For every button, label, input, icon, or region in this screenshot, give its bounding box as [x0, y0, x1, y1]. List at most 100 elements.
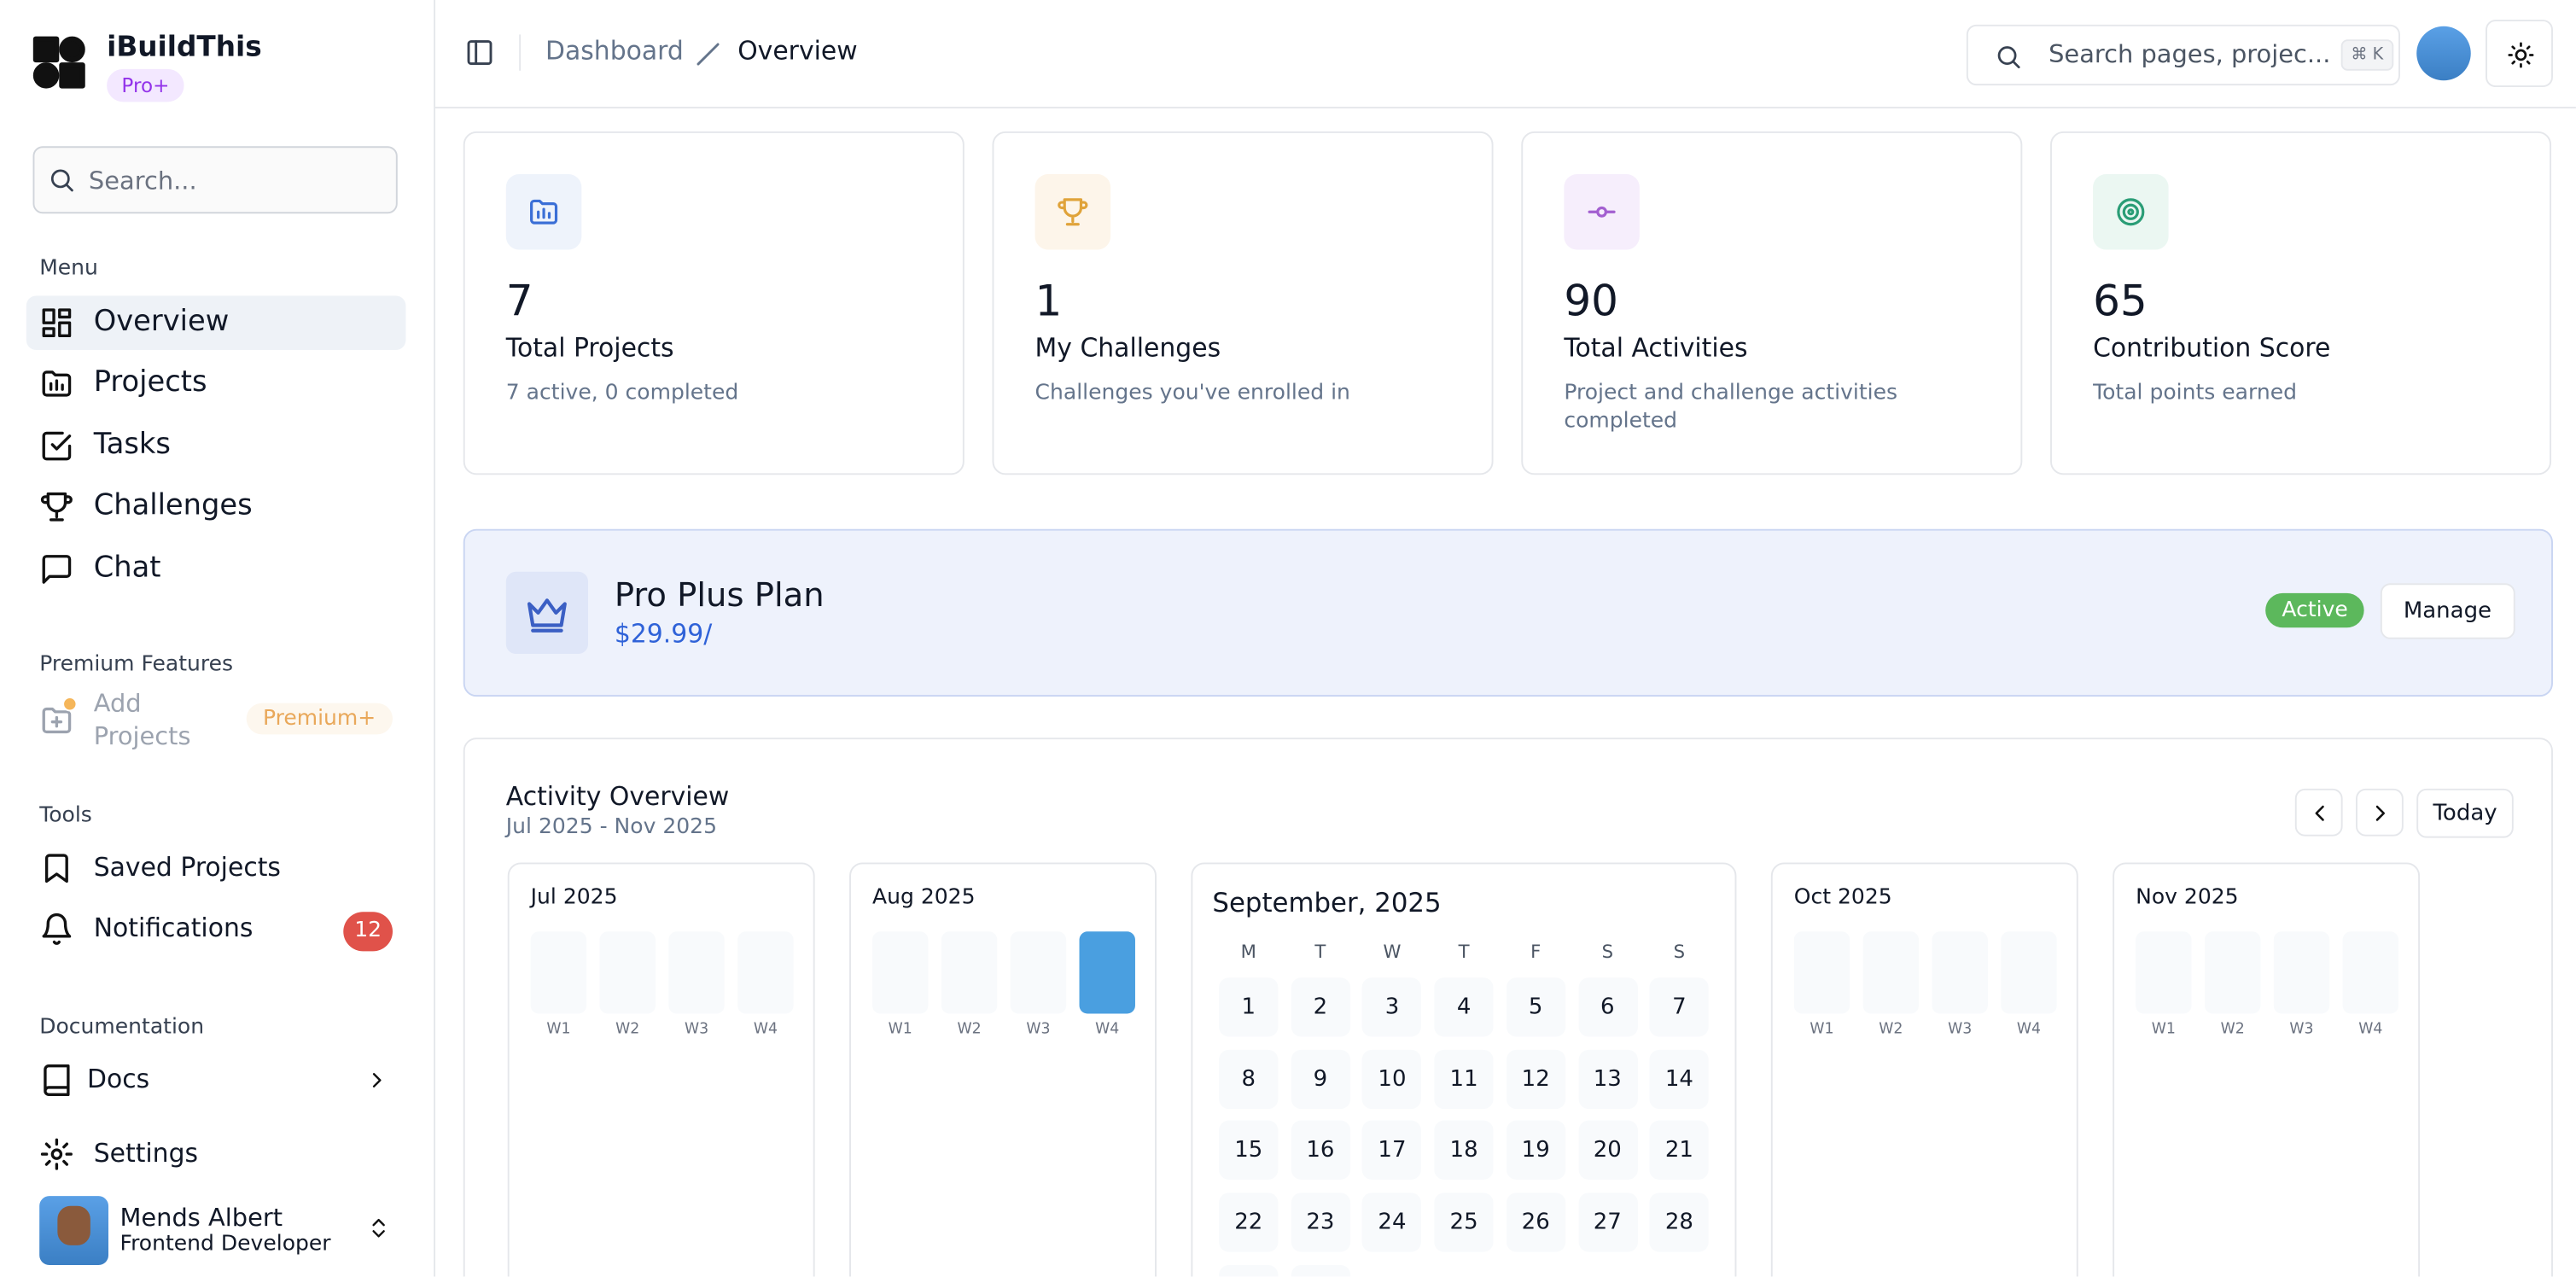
nav-item[interactable]: Tasks: [26, 418, 406, 473]
stat-card: 65 Contribution Score Total points earned: [2050, 131, 2552, 475]
day-cell[interactable]: 7: [1649, 977, 1710, 1037]
nav-item[interactable]: Docs: [26, 1053, 406, 1108]
activity-title: Activity Overview: [505, 782, 730, 812]
week-block[interactable]: [2136, 931, 2192, 1014]
day-cell[interactable]: 10: [1362, 1049, 1422, 1109]
week-block[interactable]: [2001, 931, 2057, 1014]
stat-icon: [1588, 206, 1616, 218]
week-block[interactable]: [1932, 931, 1988, 1014]
weekday-label: T: [1314, 941, 1326, 963]
week-label: W2: [2220, 1022, 2245, 1039]
day-cell[interactable]: 2: [1291, 977, 1350, 1037]
nav-item[interactable]: Chat: [26, 541, 406, 596]
stat-note: Total points earned: [2093, 381, 2297, 406]
week-label: W3: [1026, 1022, 1051, 1039]
nav-label: Saved Projects: [93, 852, 281, 883]
day-cell[interactable]: 4: [1434, 977, 1494, 1037]
nav-item[interactable]: Notifications: [26, 902, 406, 957]
week-block[interactable]: [1793, 931, 1850, 1014]
week-block[interactable]: [668, 931, 725, 1014]
nav-label: Docs: [87, 1064, 150, 1094]
day-cell[interactable]: 26: [1506, 1192, 1565, 1252]
month-name: Aug 2025: [872, 885, 976, 911]
week-block[interactable]: [2204, 931, 2261, 1014]
week-block[interactable]: [941, 931, 998, 1014]
nav-item[interactable]: Overview: [26, 295, 406, 350]
day-cell[interactable]: 15: [1219, 1121, 1279, 1181]
week-label: W2: [1879, 1022, 1903, 1039]
section-heading: Tools: [39, 803, 92, 829]
day-cell[interactable]: 22: [1219, 1192, 1279, 1252]
day-cell[interactable]: 24: [1362, 1192, 1422, 1252]
stat-value: 65: [2093, 277, 2148, 328]
day-cell[interactable]: 9: [1291, 1049, 1350, 1109]
nav-button[interactable]: [2356, 788, 2404, 837]
user-name: Mends Albert: [119, 1202, 283, 1233]
stat-icon-box: [505, 174, 582, 250]
nav-item[interactable]: Settings: [26, 1127, 406, 1181]
day-cell[interactable]: 16: [1291, 1121, 1350, 1181]
week-block[interactable]: [1010, 931, 1067, 1014]
week-block[interactable]: [737, 931, 794, 1014]
lock-dot: [62, 697, 78, 712]
theme-toggle[interactable]: [2486, 20, 2553, 88]
nav-button[interactable]: [2294, 788, 2343, 837]
day-cell[interactable]: 18: [1434, 1121, 1494, 1181]
manage-button[interactable]: Manage: [2380, 583, 2515, 639]
week-block[interactable]: [599, 931, 656, 1014]
day-cell[interactable]: 20: [1577, 1121, 1637, 1181]
sidebar-search[interactable]: Search...: [32, 146, 398, 214]
week-block[interactable]: [1079, 931, 1135, 1014]
avatar[interactable]: [2416, 26, 2471, 81]
nav-item[interactable]: Challenges: [26, 480, 406, 534]
weekday-label: S: [1601, 941, 1614, 963]
day-cell[interactable]: 8: [1219, 1049, 1279, 1109]
day-cell[interactable]: 3: [1362, 977, 1422, 1037]
nav-item-locked[interactable]: Add Projects Premium+: [26, 687, 406, 756]
day-cell[interactable]: 12: [1506, 1049, 1565, 1109]
day-cell[interactable]: 19: [1506, 1121, 1565, 1181]
week-label: W1: [888, 1022, 912, 1039]
plan-price: $29.99/: [614, 619, 713, 650]
week-block[interactable]: [872, 931, 929, 1014]
nav-icon: [42, 371, 72, 398]
nav-item[interactable]: Saved Projects: [26, 841, 406, 895]
global-search[interactable]: Search pages, projec... ⌘ K: [1966, 24, 2400, 86]
week-block[interactable]: [2342, 931, 2399, 1014]
stat-note: Project and challenge activities complet…: [1564, 381, 1898, 434]
activity-range: Jul 2025 - Nov 2025: [505, 814, 718, 840]
day-cell[interactable]: 6: [1577, 977, 1637, 1037]
week-label: W2: [615, 1022, 640, 1039]
day-cell[interactable]: 28: [1649, 1192, 1710, 1252]
day-cell[interactable]: 27: [1577, 1192, 1637, 1252]
plan-name: Pro Plus Plan: [614, 574, 825, 615]
day-cell[interactable]: 21: [1649, 1121, 1710, 1181]
week-block[interactable]: [530, 931, 587, 1014]
stat-icon: [530, 199, 558, 224]
user-card[interactable]: Mends Albert Frontend Developer: [26, 1189, 406, 1274]
stat-card: 1 My Challenges Challenges you've enrolled…: [992, 131, 1494, 475]
stat-icon: [2117, 198, 2145, 226]
week-block[interactable]: [2273, 931, 2330, 1014]
breadcrumb-link[interactable]: Dashboard: [545, 36, 684, 66]
day-cell[interactable]: 1: [1219, 977, 1279, 1037]
day-cell[interactable]: 14: [1649, 1049, 1710, 1109]
stat-icon-box: [1034, 174, 1111, 250]
day-cell[interactable]: 13: [1577, 1049, 1637, 1109]
day-cell[interactable]: 5: [1506, 977, 1565, 1037]
divider: [519, 34, 522, 71]
day-cell[interactable]: 17: [1362, 1121, 1422, 1181]
week-label: W1: [546, 1022, 571, 1039]
week-label: W1: [2151, 1022, 2176, 1039]
day-cell[interactable]: 11: [1434, 1049, 1494, 1109]
today-button[interactable]: Today: [2416, 788, 2514, 838]
week-label: W3: [2289, 1022, 2314, 1039]
day-cell[interactable]: 23: [1291, 1192, 1350, 1252]
nav-item[interactable]: Projects: [26, 357, 406, 411]
search-icon: [50, 169, 73, 192]
nav-icon: [42, 707, 72, 734]
day-cell[interactable]: 25: [1434, 1192, 1494, 1252]
week-block[interactable]: [1862, 931, 1920, 1014]
